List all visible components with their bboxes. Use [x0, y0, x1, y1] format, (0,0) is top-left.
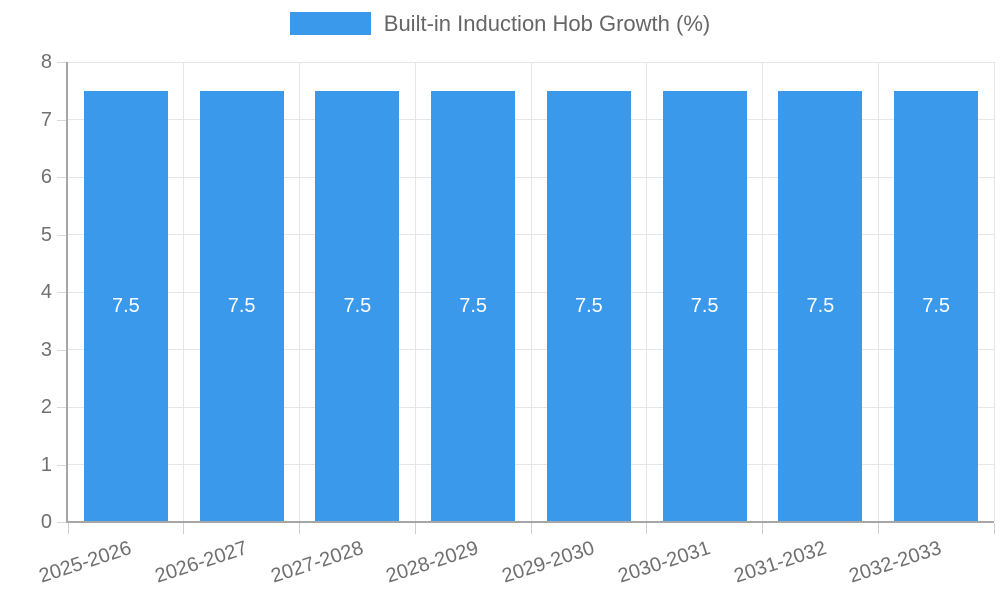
- y-tick-label: 8: [40, 51, 52, 73]
- x-gridline: [646, 62, 648, 522]
- plot-area: 7.5 7.5 7.5 7.5 7.5 7.5 7.5 7.5: [68, 61, 995, 522]
- x-tick-mark: [993, 523, 995, 534]
- bar-2028-2029[interactable]: 7.5: [431, 90, 516, 522]
- x-tick-mark: [877, 523, 879, 534]
- y-tick-mark: [57, 522, 66, 523]
- y-tick-mark: [57, 234, 66, 236]
- y-tick-label: 5: [40, 223, 52, 246]
- y-tick-mark: [57, 407, 66, 408]
- bar-2026-2027[interactable]: 7.5: [199, 90, 284, 522]
- bar-value-label: 7.5: [227, 295, 256, 318]
- x-tick-mark: [67, 523, 69, 534]
- bar-2027-2028[interactable]: 7.5: [315, 90, 400, 522]
- y-tick-mark: [57, 177, 66, 178]
- bar-2025-2026[interactable]: 7.5: [83, 90, 168, 522]
- x-gridline: [183, 62, 185, 522]
- x-gridline: [877, 62, 879, 522]
- y-tick-label: 7: [40, 108, 52, 131]
- x-tick-label: 2028-2029: [383, 537, 482, 588]
- y-tick-mark: [57, 292, 66, 293]
- x-tick-label: 2030-2031: [615, 537, 714, 588]
- x-gridline: [762, 62, 763, 522]
- x-tick-mark: [414, 523, 416, 534]
- bar-2031-2032[interactable]: 7.5: [778, 90, 863, 522]
- bar-value-label: 7.5: [459, 295, 488, 318]
- x-tick-label: 2027-2028: [268, 537, 366, 588]
- y-tick-mark: [57, 119, 66, 121]
- x-tick-label: 2029-2030: [499, 537, 598, 588]
- x-gridline: [414, 62, 416, 522]
- x-tick-mark: [299, 523, 300, 534]
- y-tick-label: 3: [40, 338, 52, 361]
- y-tick-mark: [57, 349, 66, 351]
- x-tick-mark: [762, 523, 763, 534]
- x-axis-line: [66, 521, 994, 523]
- y-tick-label: 0: [40, 511, 52, 533]
- y-tick-label: 1: [40, 453, 52, 476]
- x-tick-label: 2032-2033: [846, 537, 945, 588]
- x-tick-mark: [183, 523, 185, 534]
- bar-2032-2033[interactable]: 7.5: [894, 90, 979, 522]
- x-gridline: [993, 62, 995, 522]
- y-tick-label: 2: [40, 396, 52, 418]
- bar-value-label: 7.5: [574, 295, 603, 318]
- x-tick-label: 2031-2032: [731, 537, 829, 588]
- x-tick-mark: [646, 523, 648, 534]
- bar-value-label: 7.5: [806, 295, 835, 318]
- legend-swatch: [289, 12, 371, 35]
- x-tick-label: 2026-2027: [152, 537, 251, 588]
- y-tick-label: 4: [40, 281, 52, 303]
- y-tick-label: 6: [40, 166, 52, 188]
- x-gridline: [530, 62, 532, 522]
- bar-2029-2030[interactable]: 7.5: [546, 90, 631, 522]
- x-tick-label: 2025-2026: [36, 537, 135, 588]
- y-tick-mark: [57, 464, 66, 466]
- legend[interactable]: Built-in Induction Hob Growth (%): [0, 12, 1000, 35]
- x-tick-mark: [530, 523, 532, 534]
- y-tick-mark: [57, 62, 66, 63]
- bar-value-label: 7.5: [690, 295, 719, 318]
- bar-value-label: 7.5: [922, 295, 951, 318]
- bar-2030-2031[interactable]: 7.5: [662, 90, 747, 522]
- x-gridline: [299, 62, 300, 522]
- legend-label: Built-in Induction Hob Growth (%): [383, 10, 711, 36]
- bar-value-label: 7.5: [343, 295, 372, 318]
- bar-value-label: 7.5: [111, 295, 140, 318]
- y-axis-line: [66, 62, 68, 522]
